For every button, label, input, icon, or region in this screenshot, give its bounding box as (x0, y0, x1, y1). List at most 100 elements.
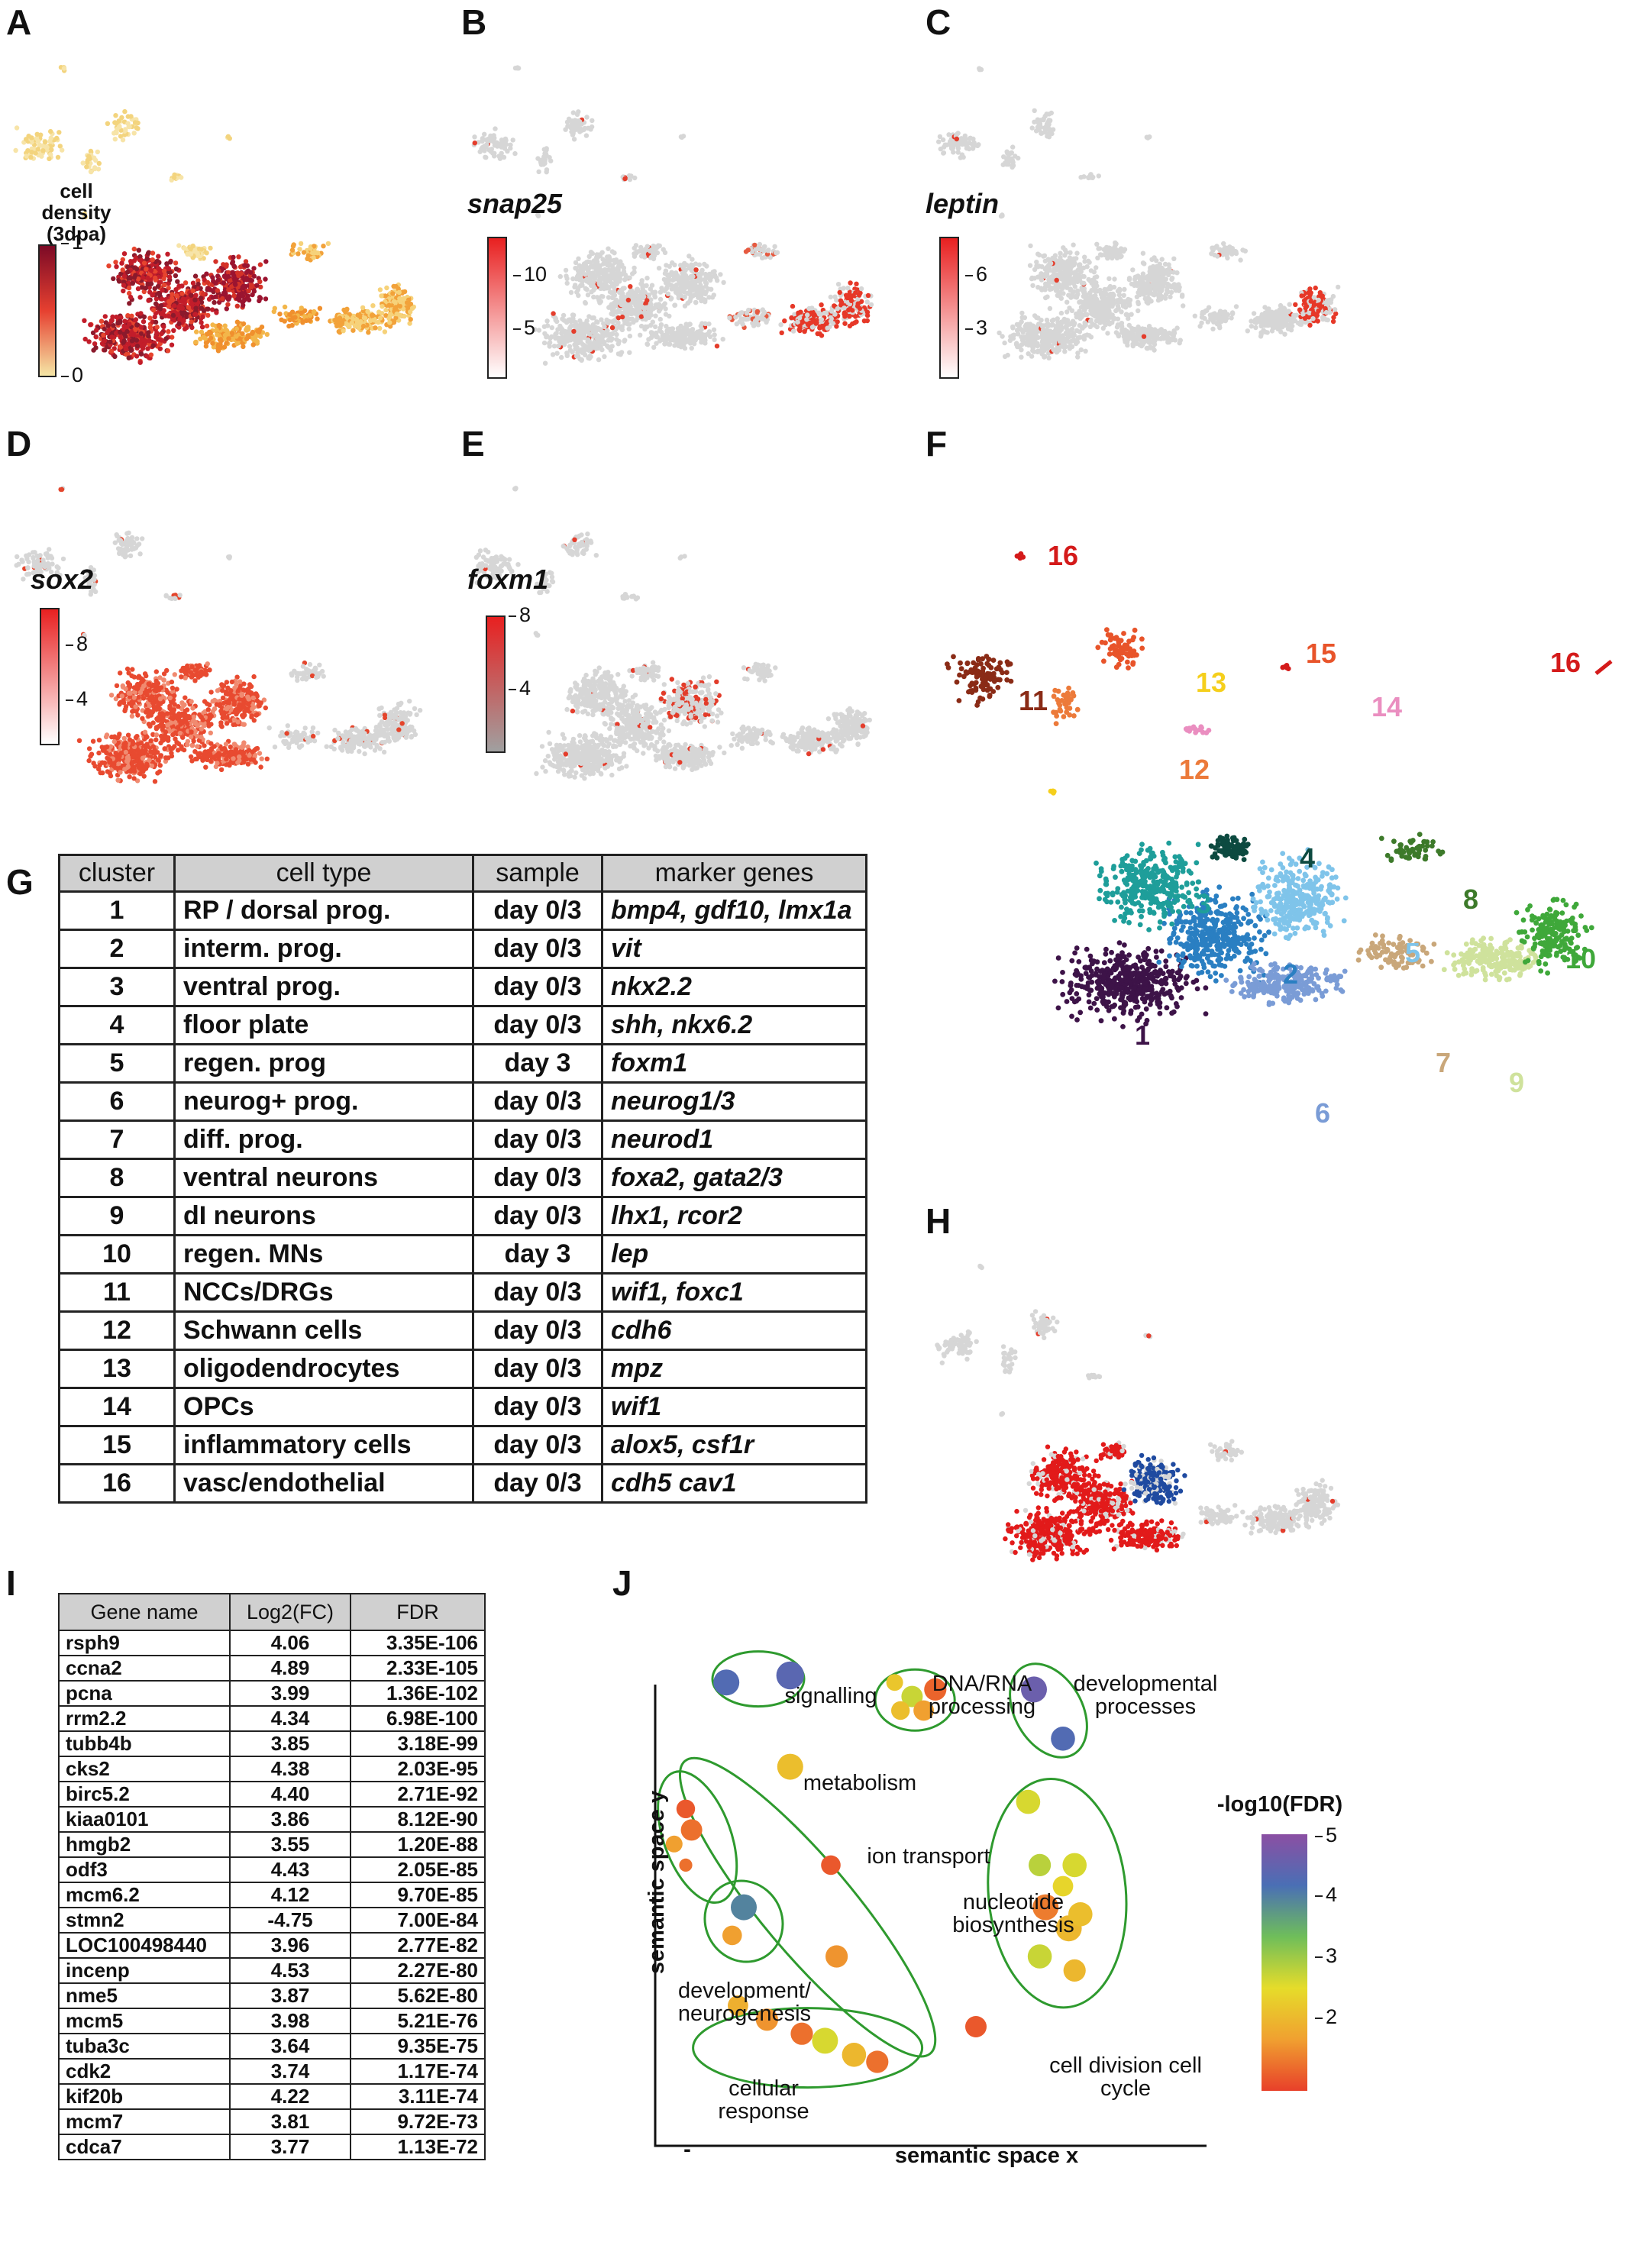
cell-point (224, 263, 229, 269)
cell-point (586, 344, 592, 349)
cell-point (123, 351, 129, 357)
cell-point (828, 318, 834, 324)
cell-point (544, 333, 550, 339)
cell-point (176, 325, 182, 330)
cell-point (755, 246, 761, 251)
cell-point (635, 287, 641, 293)
cell-point (121, 283, 127, 288)
cell-point (602, 354, 607, 360)
cell-point (667, 263, 672, 269)
cell-point (204, 323, 210, 329)
cell-point (234, 326, 239, 331)
cell-point (299, 305, 304, 311)
cell-point (174, 293, 179, 299)
cell-point (560, 334, 565, 340)
cell-point (845, 286, 851, 291)
cell-point (687, 289, 693, 294)
cell-point (121, 327, 126, 332)
cell-point (307, 313, 312, 318)
cell-point (128, 294, 134, 300)
cell-point (626, 173, 632, 179)
cell-point (199, 299, 205, 305)
cell-point (796, 315, 803, 321)
cell-point (649, 283, 655, 288)
cell-point (809, 305, 815, 311)
cell-point (337, 315, 343, 321)
cell-point (1161, 268, 1166, 274)
cell-point (1127, 302, 1132, 308)
cell-point (573, 260, 579, 266)
cell-point (108, 348, 115, 354)
cell-point (1142, 261, 1147, 267)
cell-point (1064, 325, 1069, 331)
cell-point (1019, 319, 1024, 325)
cell-point (402, 289, 408, 295)
cell-point (590, 118, 595, 124)
cell-point (224, 306, 229, 312)
cell-point (808, 320, 814, 325)
cell-point (134, 343, 141, 349)
cell-point (376, 319, 381, 325)
cell-point (138, 311, 144, 316)
cell-point (134, 354, 140, 359)
cell-point (591, 329, 596, 335)
cell-point (189, 319, 194, 325)
cell-point (163, 272, 168, 278)
cell-point (377, 315, 383, 321)
cell-point (102, 338, 108, 344)
cell-point (241, 344, 246, 350)
cell-point (1006, 162, 1011, 167)
cell-point (155, 283, 161, 289)
cell-point (92, 341, 98, 347)
cell-point (1145, 135, 1151, 141)
cell-point (510, 137, 515, 143)
cell-point (391, 320, 397, 325)
cell-point (547, 344, 552, 349)
cell-point (1094, 324, 1100, 330)
cell-point (1100, 305, 1106, 312)
cell-point (664, 324, 669, 329)
cell-point (847, 314, 852, 319)
cell-point (129, 338, 135, 344)
cell-point (125, 341, 131, 347)
cell-point (365, 309, 370, 315)
cell-point (941, 150, 946, 156)
cell-point (215, 288, 220, 293)
cell-point (192, 312, 198, 318)
cell-point (754, 251, 759, 257)
cell-point (1074, 328, 1080, 334)
umap-cell-density (13, 65, 416, 365)
cell-point (105, 121, 111, 126)
cell-point (199, 247, 204, 252)
cell-point (542, 360, 548, 366)
cell-point (173, 267, 179, 272)
cell-point (26, 134, 31, 139)
cell-point (1063, 330, 1069, 336)
cell-point (126, 355, 131, 360)
cell-point (564, 333, 570, 338)
cell-point (1019, 354, 1024, 360)
cell-point (1115, 303, 1121, 309)
cell-point (774, 250, 779, 256)
cell-point (204, 271, 209, 276)
cell-point (173, 287, 179, 292)
cell-point (34, 131, 40, 137)
cell-point (225, 302, 231, 307)
cell-point (727, 315, 732, 321)
cell-point (237, 336, 243, 341)
cell-point (677, 329, 683, 334)
cell-point (240, 293, 246, 299)
cell-point (257, 279, 263, 284)
cell-point (561, 312, 567, 318)
cell-point (706, 329, 712, 334)
cell-point (156, 337, 162, 342)
cell-point (1041, 334, 1046, 340)
cell-point (287, 317, 292, 323)
cell-point (125, 269, 131, 275)
cell-point (1108, 251, 1114, 257)
cell-point (832, 312, 838, 317)
cell-point (277, 312, 283, 317)
cell-point (790, 303, 796, 309)
cell-point (211, 344, 217, 350)
cell-point (192, 273, 199, 279)
